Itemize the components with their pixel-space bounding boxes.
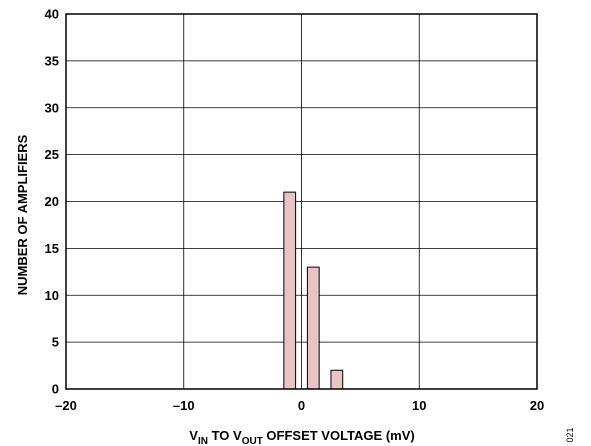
- y-tick-label: 25: [45, 147, 59, 162]
- figure-code: 021: [565, 427, 575, 442]
- plot-frame: [65, 13, 538, 390]
- histogram-bar: [330, 369, 344, 390]
- histogram-bars: [283, 191, 344, 390]
- y-tick-label: 30: [45, 100, 59, 115]
- y-tick-label: 20: [45, 194, 59, 209]
- x-tick-label: –20: [55, 398, 77, 413]
- x-tick-label: 10: [412, 398, 426, 413]
- x-tick-labels: –20 –10 0 10 20: [55, 398, 544, 413]
- x-tick-label: –10: [173, 398, 195, 413]
- y-tick-label: 5: [52, 335, 59, 350]
- x-tick-label: 20: [530, 398, 544, 413]
- y-axis-label: NUMBER OF AMPLIFIERS: [15, 134, 30, 295]
- y-tick-label: 10: [45, 288, 59, 303]
- y-tick-label: 15: [45, 241, 59, 256]
- histogram-bar: [306, 266, 320, 390]
- y-tick-label: 0: [52, 382, 59, 397]
- histogram-bar: [283, 191, 297, 390]
- y-tick-labels: 0 5 10 15 20 25 30 35 40: [45, 7, 59, 397]
- y-tick-label: 35: [45, 53, 59, 68]
- x-axis-label: VIN TO VOUT OFFSET VOLTAGE (mV): [189, 428, 414, 446]
- x-tick-label: 0: [298, 398, 305, 413]
- y-tick-label: 40: [45, 7, 59, 22]
- grid-lines: [66, 14, 537, 389]
